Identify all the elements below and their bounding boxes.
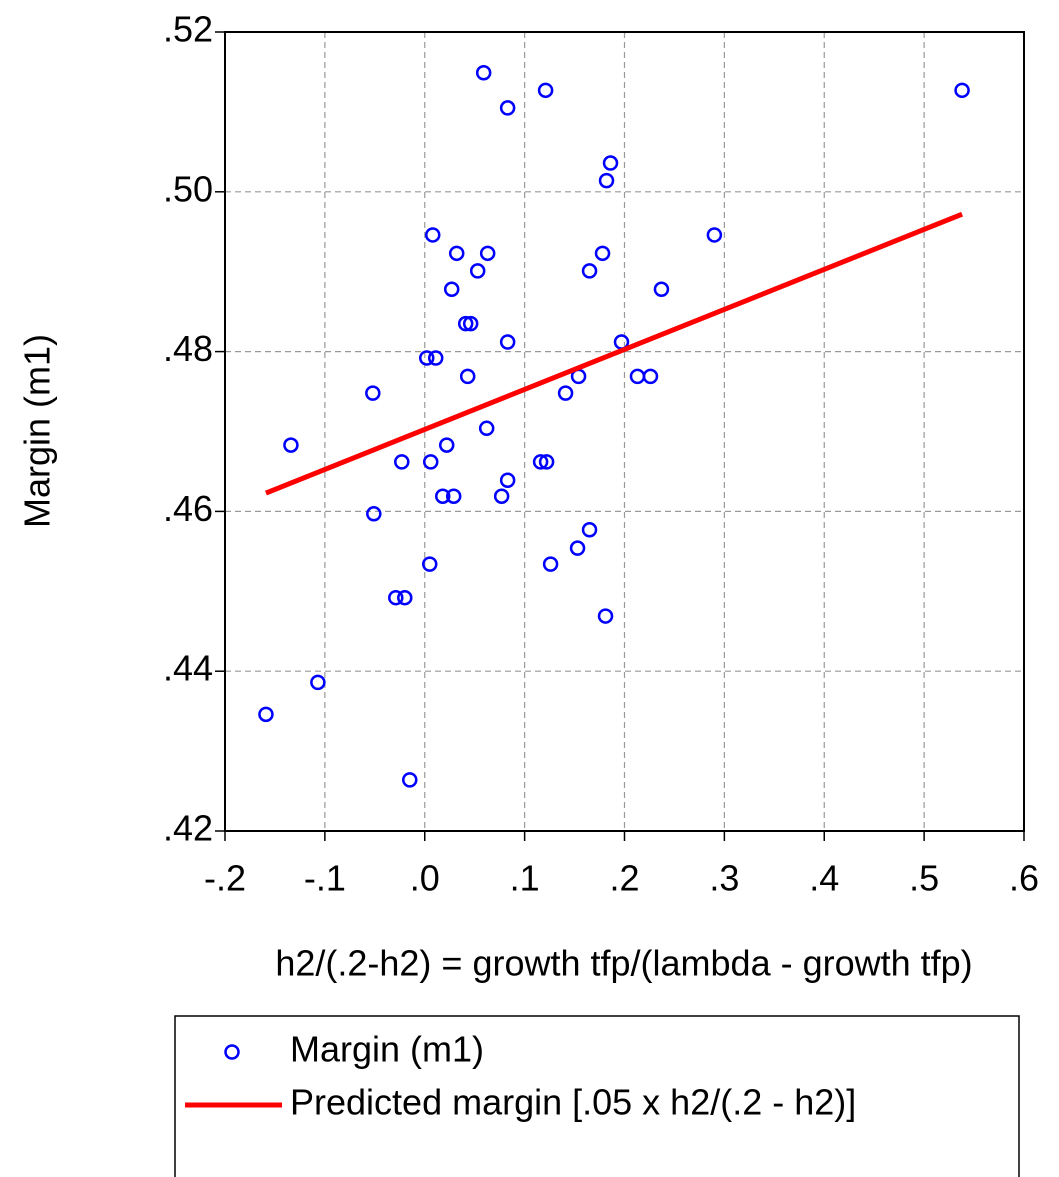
y-tick-label: .44 bbox=[163, 648, 213, 689]
x-tick-label: .6 bbox=[1009, 858, 1039, 899]
point bbox=[581, 263, 598, 279]
point bbox=[629, 368, 646, 385]
x-tick-label: -.1 bbox=[304, 858, 346, 899]
y-tick-label: .50 bbox=[163, 168, 213, 209]
point bbox=[366, 506, 382, 522]
point bbox=[443, 281, 460, 298]
y-tick-label: .52 bbox=[163, 9, 213, 50]
point bbox=[457, 315, 474, 332]
point bbox=[706, 227, 723, 243]
point bbox=[258, 706, 274, 723]
point bbox=[394, 454, 410, 470]
point bbox=[365, 385, 381, 401]
point bbox=[499, 472, 516, 488]
x-axis-label: h2/(.2-h2) = growth tfp/(lambda - growth… bbox=[275, 943, 972, 984]
point bbox=[569, 540, 586, 556]
point bbox=[557, 385, 574, 401]
point bbox=[459, 368, 476, 385]
y-tick-label: .48 bbox=[163, 328, 213, 369]
point bbox=[427, 350, 444, 366]
point bbox=[421, 556, 438, 572]
point bbox=[418, 350, 435, 366]
point bbox=[499, 100, 516, 116]
y-tick-label: .42 bbox=[163, 808, 213, 849]
legend-box bbox=[174, 1015, 1020, 1177]
x-tick-label: -.2 bbox=[204, 858, 246, 899]
point bbox=[478, 420, 495, 437]
point bbox=[310, 674, 326, 691]
point bbox=[424, 227, 441, 243]
legend-label: Margin (m1) bbox=[290, 1029, 484, 1070]
point bbox=[532, 454, 549, 470]
point bbox=[475, 64, 492, 81]
point bbox=[542, 556, 559, 572]
point bbox=[537, 82, 554, 99]
point bbox=[448, 245, 465, 262]
x-tick-label: .2 bbox=[609, 858, 639, 899]
point bbox=[642, 368, 659, 385]
point bbox=[597, 608, 614, 624]
x-tick-label: .5 bbox=[909, 858, 939, 899]
point bbox=[397, 589, 413, 606]
point bbox=[581, 522, 598, 538]
point bbox=[594, 245, 611, 262]
point bbox=[434, 488, 451, 504]
point bbox=[538, 454, 555, 470]
fit-line bbox=[265, 211, 964, 496]
point bbox=[283, 437, 299, 453]
x-tick-label: .1 bbox=[510, 858, 540, 899]
point bbox=[954, 82, 970, 99]
point bbox=[445, 488, 462, 504]
point bbox=[653, 281, 670, 298]
point bbox=[402, 772, 418, 788]
point bbox=[388, 589, 404, 606]
point bbox=[493, 488, 510, 504]
legend-symbol bbox=[224, 1044, 240, 1060]
x-tick-label: .0 bbox=[410, 858, 440, 899]
point bbox=[479, 245, 496, 262]
y-axis-label: Margin (m1) bbox=[17, 334, 58, 528]
point bbox=[469, 263, 486, 279]
point bbox=[598, 172, 615, 189]
point bbox=[462, 315, 479, 332]
point bbox=[499, 334, 516, 350]
point bbox=[422, 454, 439, 470]
legend-label: Predicted margin [.05 x h2/(.2 - h2)] bbox=[290, 1082, 856, 1123]
point bbox=[438, 437, 455, 453]
plot-frame bbox=[224, 31, 1025, 832]
x-tick-label: .3 bbox=[709, 858, 739, 899]
y-tick-label: .46 bbox=[163, 488, 213, 529]
point bbox=[602, 155, 619, 171]
x-tick-label: .4 bbox=[809, 858, 839, 899]
